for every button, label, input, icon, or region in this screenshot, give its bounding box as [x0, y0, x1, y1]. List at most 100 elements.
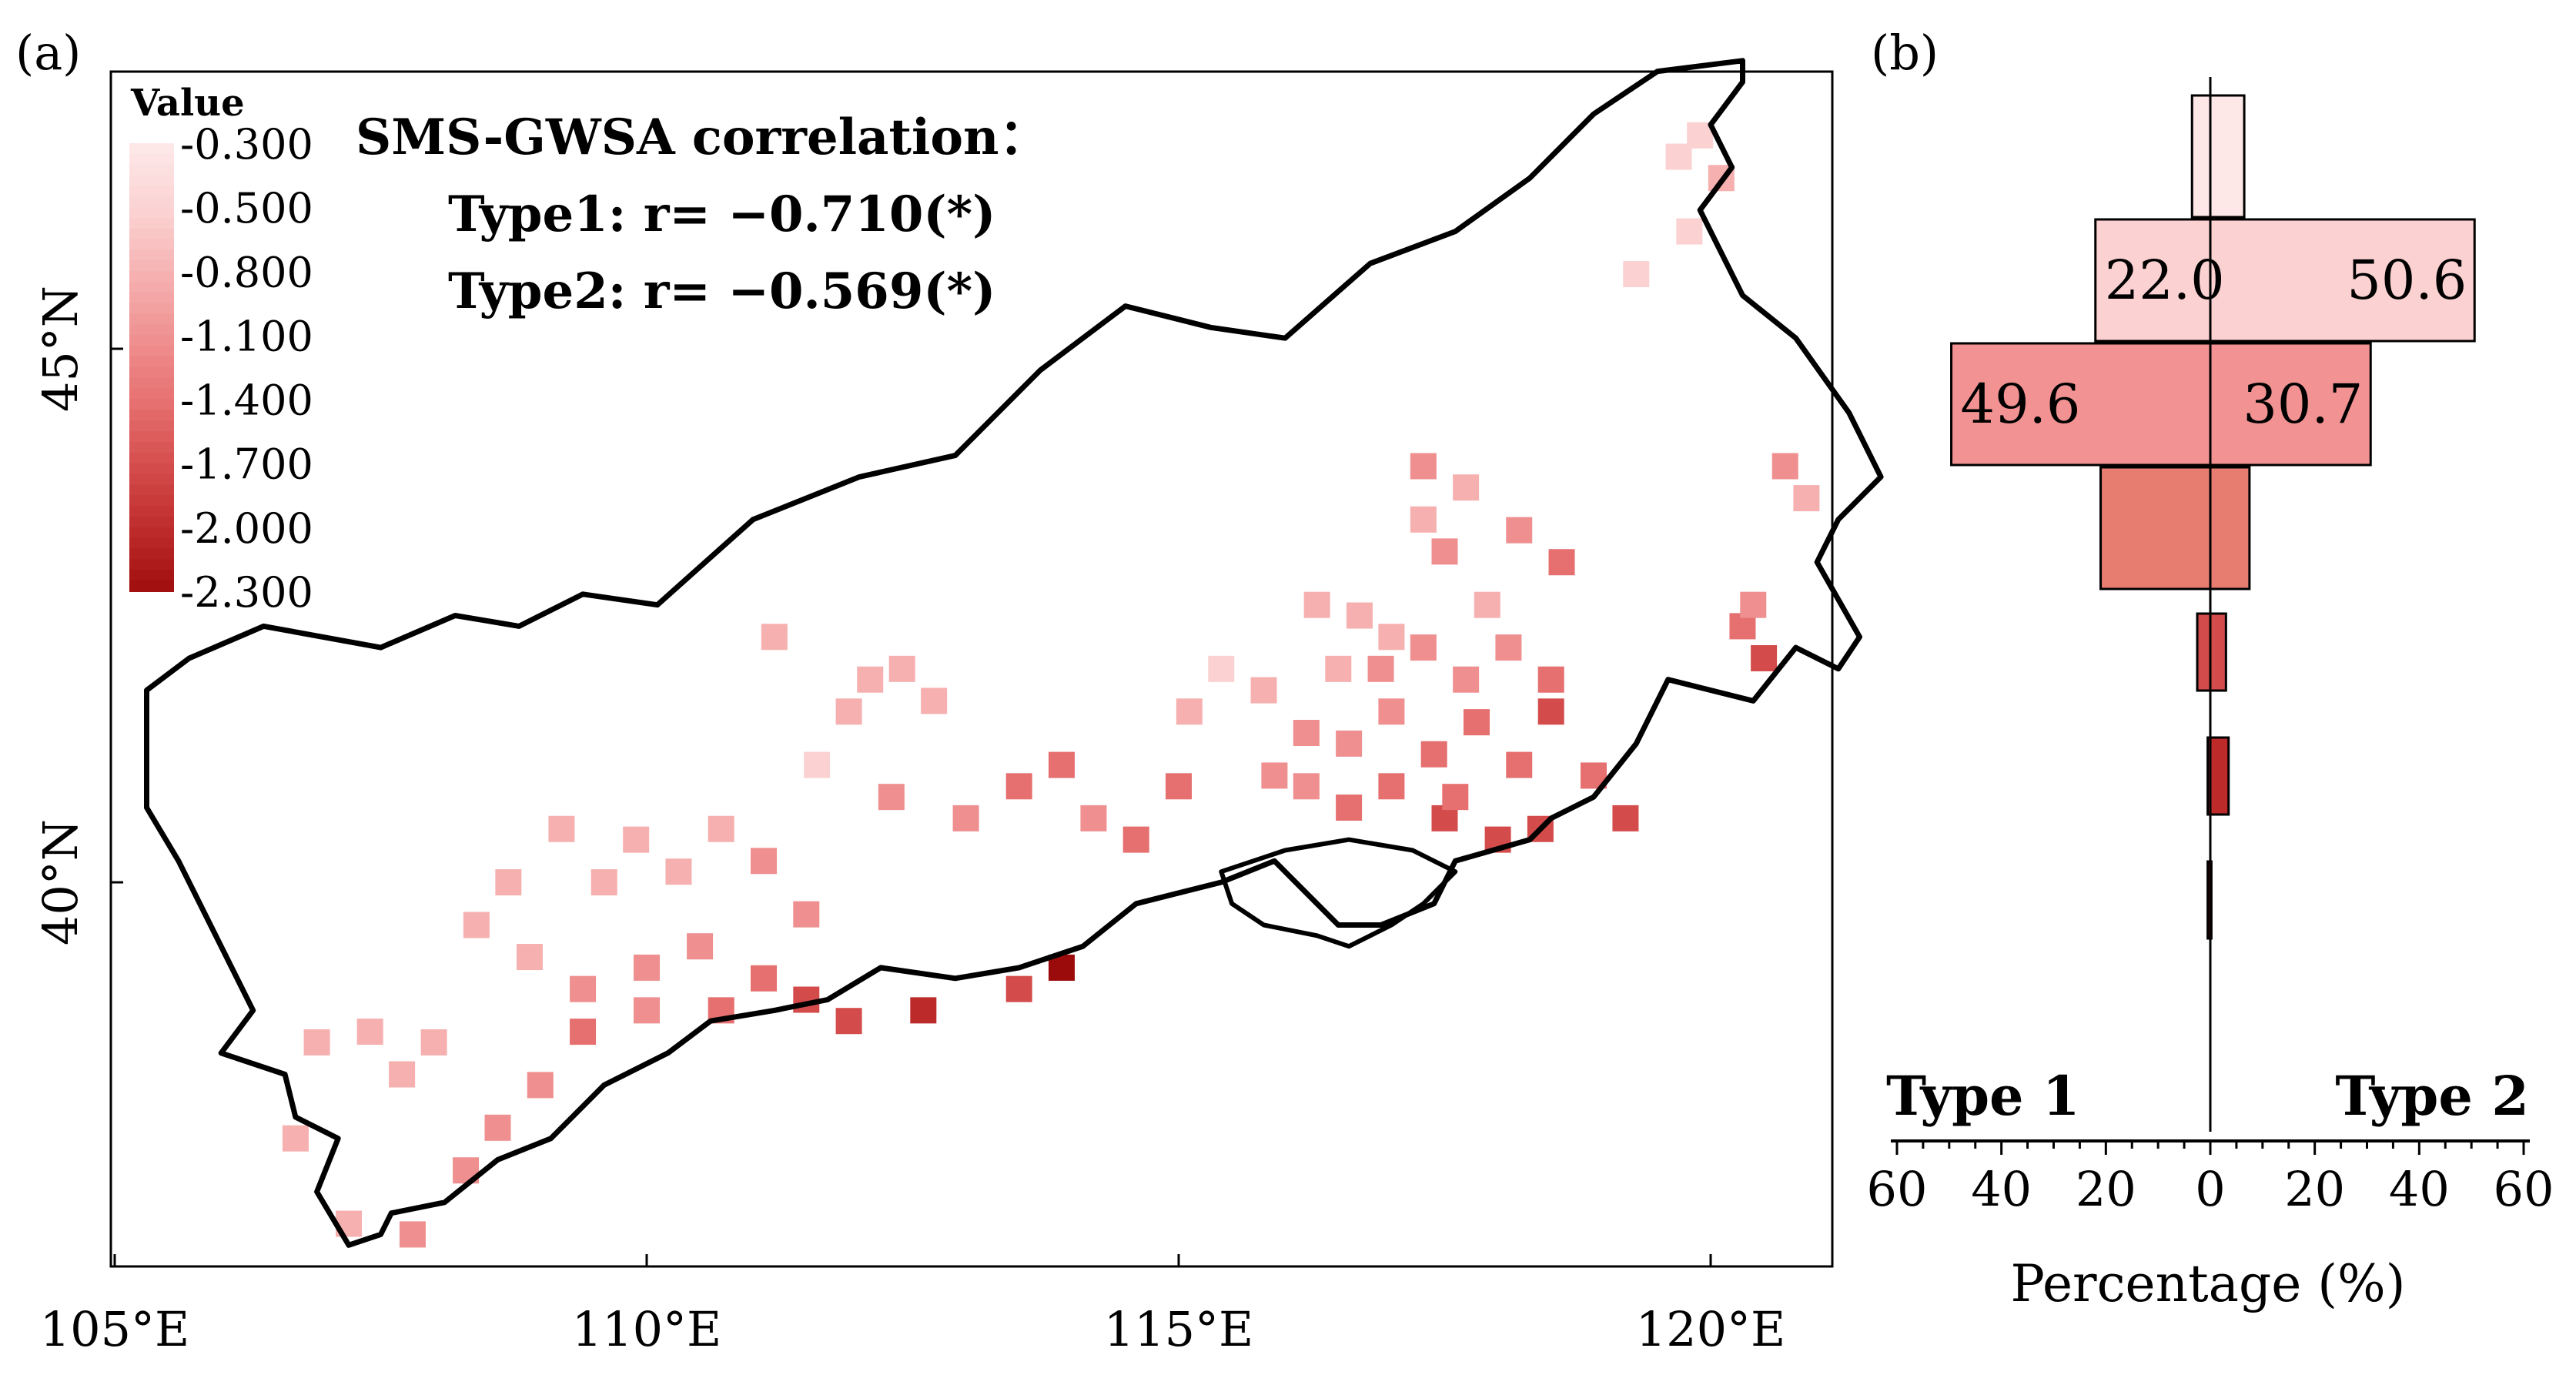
x-axis-ticks: 60 40 20 0 20 40 60 [1867, 1141, 2554, 1217]
bar-x-tick-label: 60 [2494, 1161, 2554, 1217]
panel-a: (a) 105°E 110°E 115°E 120°E 40°N 45°N Value -… [15, 25, 1884, 1357]
legend-swatch [129, 335, 174, 347]
grid-cell [527, 1072, 554, 1099]
grid-cell [303, 1029, 330, 1056]
grid-cell [1793, 485, 1820, 512]
legend-swatch [129, 367, 174, 379]
legend-swatch [129, 346, 174, 358]
legend-swatch [129, 463, 174, 475]
annotation-title: SMS-GWSA correlation： [356, 109, 1049, 166]
grid-cell [1453, 666, 1480, 693]
inner-boundary [1219, 837, 1458, 949]
grid-cell [463, 912, 490, 938]
grid-cell [1410, 453, 1437, 480]
grid-cell [516, 944, 543, 971]
grid-cell [1176, 698, 1203, 725]
grid-cell [888, 655, 915, 682]
grid-cell [1005, 773, 1032, 800]
grid-cell [1336, 795, 1363, 821]
legend-swatch [129, 196, 174, 209]
grid-cell [1537, 698, 1564, 725]
grid-cell [1250, 677, 1277, 704]
grid-cell [634, 954, 660, 981]
grid-cell [687, 933, 714, 960]
annotation-type1: Type1: r= −0.710(*) [448, 186, 995, 243]
grid-cell [1474, 591, 1500, 618]
grid-cell [1463, 709, 1490, 736]
grid-cell [420, 1029, 447, 1056]
grid-cell [804, 751, 831, 778]
grid-cell [495, 869, 522, 896]
grid-cell [548, 815, 575, 842]
bar-x-tick-label: 20 [2284, 1161, 2345, 1217]
panel-b-label: (b) [1871, 25, 1939, 81]
grid-cell [570, 1019, 597, 1045]
grid-cell [665, 858, 692, 885]
grid-cell [1080, 805, 1107, 831]
legend-swatch [129, 175, 174, 187]
bar--1.400 [2196, 612, 2227, 692]
grid-cell [878, 784, 905, 811]
bar--1.100 [2099, 466, 2251, 590]
legend-swatch [129, 548, 174, 560]
legend-swatch [129, 186, 174, 198]
grid-cell [570, 975, 597, 1002]
legend-swatch [129, 420, 174, 433]
legend-swatch [129, 537, 174, 550]
legend-swatch [129, 282, 174, 293]
legend-swatch [129, 239, 174, 251]
legend-label: -2.300 [180, 568, 313, 617]
legend-label: -1.400 [180, 376, 313, 425]
grid-cell [751, 965, 778, 992]
legend-swatch [129, 377, 174, 390]
grid-cell [910, 997, 937, 1024]
grid-cell [1676, 218, 1703, 245]
x-tick-label: 115°E [1104, 1301, 1254, 1357]
grid-cell [835, 1008, 862, 1035]
bar--0.300 [2190, 94, 2246, 219]
region-boundary [144, 58, 1884, 1248]
legend-swatch [129, 153, 174, 166]
legend-swatch [129, 260, 174, 273]
bar-data-label: 50.6 [2347, 249, 2467, 312]
grid-cell [1751, 644, 1778, 671]
bars [1950, 94, 2476, 940]
legend-swatch [129, 495, 174, 507]
grid-cell [1208, 655, 1235, 682]
grid-cell [708, 815, 734, 842]
grid-cell [1378, 773, 1405, 800]
legend-swatch [129, 517, 174, 528]
grid-cell [1336, 730, 1363, 757]
grid-cell [857, 666, 884, 693]
legend-swatch [129, 473, 174, 486]
grid-cell [1442, 784, 1469, 811]
legend-swatch [129, 356, 174, 368]
legend-label: -1.100 [180, 312, 313, 360]
grid-cell [389, 1061, 416, 1088]
legend-swatch [129, 442, 174, 453]
grid-cell [793, 901, 820, 928]
map-axis-ticks: 105°E 110°E 115°E 120°E 40°N 45°N [32, 286, 1785, 1357]
grid-cell [484, 1114, 511, 1141]
grid-cell [1623, 261, 1650, 288]
grid-cell [1612, 805, 1639, 831]
y-tick-label: 40°N [32, 819, 89, 945]
grid-cell [1378, 624, 1405, 651]
grid-cell [1410, 634, 1437, 661]
bar-x-tick-label: 40 [1971, 1161, 2032, 1217]
legend-swatch [129, 218, 174, 229]
legend-swatch [129, 293, 174, 304]
legend-label: -0.800 [180, 248, 313, 296]
bar-data-label: 22.0 [2105, 249, 2225, 312]
legend-swatch [129, 570, 174, 582]
grid-cell [1261, 762, 1288, 789]
grid-cell [1420, 741, 1447, 768]
legend-colorbar [129, 143, 174, 592]
legend-label: -0.500 [180, 184, 313, 233]
annotation-type2: Type2: r= −0.569(*) [448, 263, 995, 320]
legend-swatch [129, 303, 174, 315]
data-labels: 22.0 50.6 49.6 30.7 [1961, 249, 2467, 436]
legend-label: -2.000 [180, 504, 313, 553]
y-tick-label: 45°N [32, 286, 89, 412]
